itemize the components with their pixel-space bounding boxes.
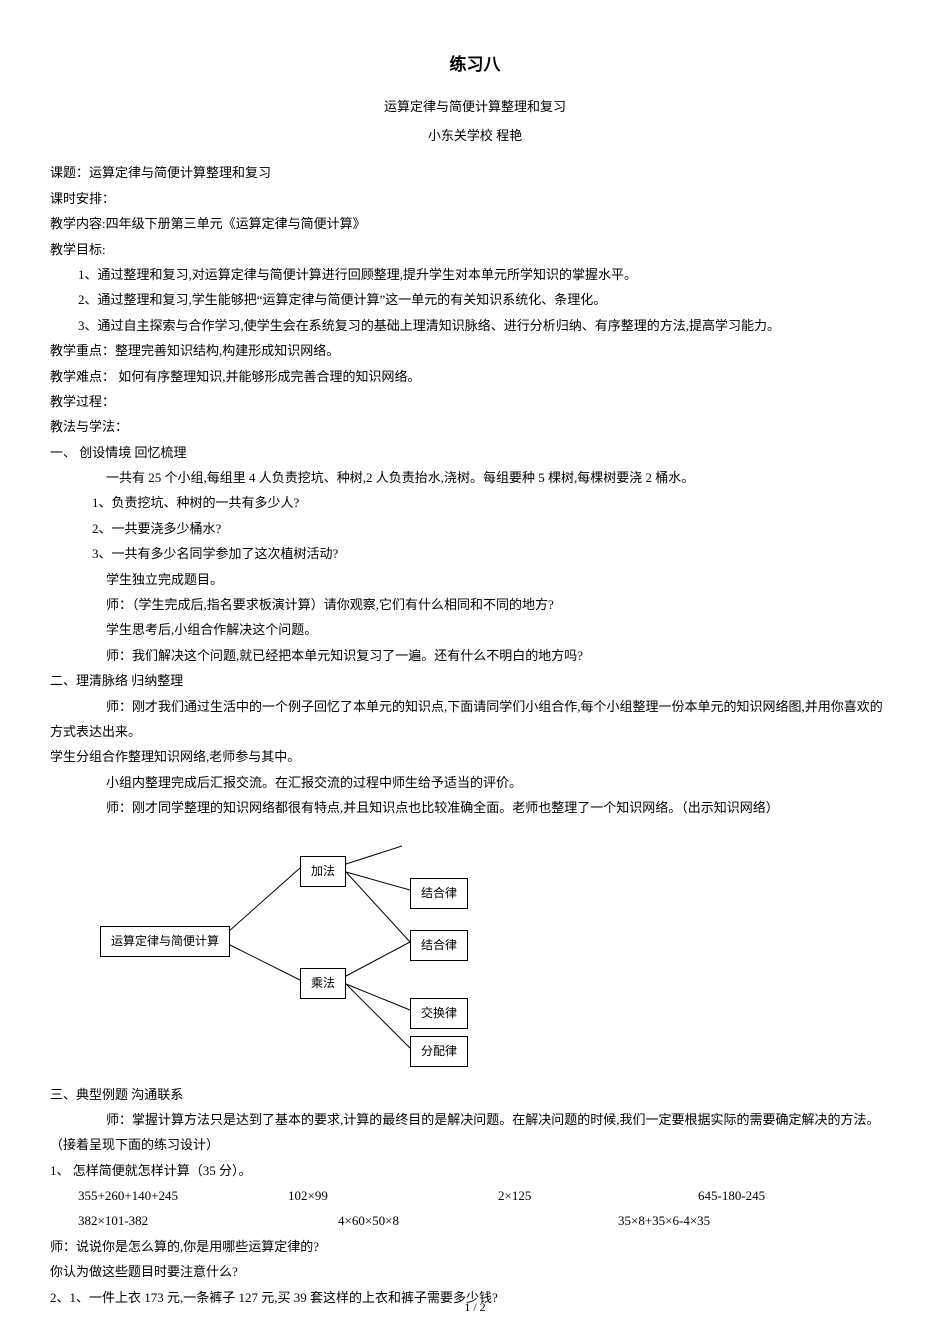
page-subtitle: 运算定律与简便计算整理和复习 (50, 95, 900, 118)
goal-1: 1、通过整理和复习,对运算定律与简便计算进行回顾整理,提升学生对本单元所学知识的… (78, 263, 900, 286)
node-jhl2: 结合律 (410, 930, 468, 962)
s1-q2: 2、一共要浇多少桶水? (92, 517, 900, 540)
meta-goal-label: 教学目标: (50, 238, 900, 261)
expr-1: 355+260+140+245 (50, 1184, 288, 1207)
section2-head: 二、理清脉络 归纳整理 (50, 669, 900, 692)
section1-head: 一、 创设情境 回忆梳理 (50, 441, 900, 464)
difficulty: 教学难点： 如何有序整理知识,并能够形成完善合理的知识网络。 (50, 365, 900, 388)
method-label: 教法与学法： (50, 415, 900, 438)
s2-l2: 方式表达出来。 (50, 720, 900, 743)
calc-row-1: 355+260+140+245 102×99 2×125 645-180-245 (50, 1184, 900, 1207)
page-title: 练习八 (50, 50, 900, 81)
node-add: 加法 (300, 856, 346, 888)
knowledge-flowchart: 运算定律与简便计算 加法 乘法 结合律 结合律 交换律 分配律 (100, 838, 560, 1073)
s3-l4: 你认为做这些题目时要注意什么? (50, 1260, 900, 1283)
goal-2: 2、通过整理和复习,学生能够把“运算定律与简便计算”这一单元的有关知识系统化、条… (78, 288, 900, 311)
expr-4: 645-180-245 (698, 1184, 898, 1207)
meta-content: 教学内容:四年级下册第三单元《运算定律与简便计算》 (50, 212, 900, 235)
s2-l3: 学生分组合作整理知识网络,老师参与其中。 (50, 745, 900, 768)
node-fpl: 分配律 (410, 1036, 468, 1068)
s2-l4: 小组内整理完成后汇报交流。在汇报交流的过程中师生给予适当的评价。 (106, 771, 900, 794)
s1-l4: 师：我们解决这个问题,就已经把本单元知识复习了一遍。还有什么不明白的地方吗? (106, 644, 900, 667)
node-jhh: 交换律 (410, 998, 468, 1030)
s3-l1: 师：掌握计算方法只是达到了基本的要求,计算的最终目的是解决问题。在解决问题的时候… (106, 1108, 900, 1131)
section1-intro: 一共有 25 个小组,每组里 4 人负责挖坑、种树,2 人负责抬水,浇树。每组要… (106, 466, 900, 489)
expr-7: 35×8+35×6-4×35 (618, 1209, 878, 1232)
s3-q1: 1、 怎样简便就怎样计算（35 分）。 (50, 1159, 900, 1182)
goal-3: 3、通过自主探索与合作学习,使学生会在系统复习的基础上理清知识脉络、进行分析归纳… (78, 314, 900, 337)
s1-q3: 3、一共有多少名同学参加了这次植树活动? (92, 542, 900, 565)
author-line: 小东关学校 程艳 (50, 124, 900, 147)
meta-schedule: 课时安排： (50, 187, 900, 210)
keypoint: 教学重点：整理完善知识结构,构建形成知识网络。 (50, 339, 900, 362)
calc-row-2: 382×101-382 4×60×50×8 35×8+35×6-4×35 (50, 1209, 900, 1232)
node-mul: 乘法 (300, 968, 346, 1000)
s1-l3: 学生思考后,小组合作解决这个问题。 (106, 618, 900, 641)
s3-l2: （接着呈现下面的练习设计） (50, 1133, 900, 1156)
page-number: 1 / 2 (50, 1297, 900, 1319)
expr-3: 2×125 (498, 1184, 698, 1207)
s1-l1: 学生独立完成题目。 (106, 568, 900, 591)
s2-l1: 师：刚才我们通过生活中的一个例子回忆了本单元的知识点,下面请同学们小组合作,每个… (106, 695, 900, 718)
s2-l5: 师：刚才同学整理的知识网络都很有特点,并且知识点也比较准确全面。老师也整理了一个… (106, 796, 900, 819)
s3-l3: 师：说说你是怎么算的,你是用哪些运算定律的? (50, 1235, 900, 1258)
node-root: 运算定律与简便计算 (100, 926, 230, 958)
meta-topic: 课题：运算定律与简便计算整理和复习 (50, 161, 900, 184)
node-jhl1: 结合律 (410, 878, 468, 910)
process-label: 教学过程： (50, 390, 900, 413)
expr-2: 102×99 (288, 1184, 498, 1207)
expr-6: 4×60×50×8 (338, 1209, 618, 1232)
section3-head: 三、典型例题 沟通联系 (50, 1083, 900, 1106)
expr-5: 382×101-382 (50, 1209, 338, 1232)
s1-q1: 1、负责挖坑、种树的一共有多少人? (92, 491, 900, 514)
s1-l2: 师：（学生完成后,指名要求板演计算）请你观察,它们有什么相同和不同的地方? (106, 593, 900, 616)
